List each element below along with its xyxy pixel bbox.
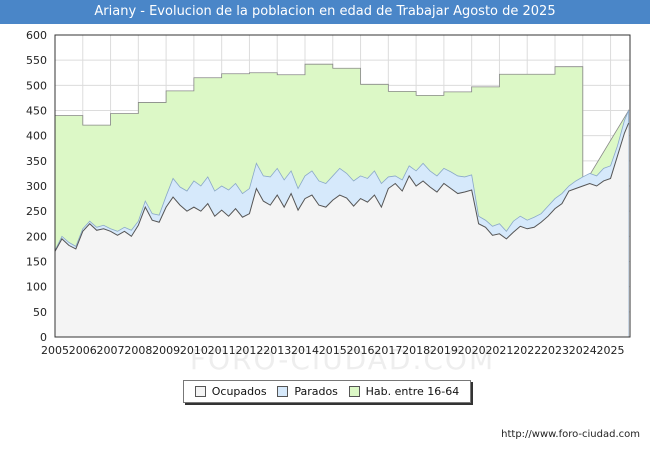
y-tick-0: 0	[40, 331, 47, 344]
legend-label-hab: Hab. entre 16-64	[365, 385, 460, 398]
x-tick-2022: 2022	[513, 344, 541, 357]
legend-item-ocupados: Ocupados	[194, 385, 267, 398]
legend-item-hab: Hab. entre 16-64	[348, 385, 460, 398]
y-tick-600: 600	[26, 29, 47, 42]
y-tick-300: 300	[26, 180, 47, 193]
x-tick-2021: 2021	[485, 344, 513, 357]
legend-swatch-ocupados	[194, 386, 206, 397]
x-tick-2010: 2010	[180, 344, 208, 357]
legend-swatch-hab	[348, 386, 360, 397]
x-tick-2024: 2024	[569, 344, 597, 357]
x-tick-2011: 2011	[208, 344, 236, 357]
x-tick-2014: 2014	[291, 344, 319, 357]
chart-title: Ariany - Evolucion de la poblacion en ed…	[0, 0, 650, 24]
x-tick-2009: 2009	[152, 344, 180, 357]
legend-label-ocupados: Ocupados	[211, 385, 267, 398]
series-ocupados-area	[55, 123, 629, 337]
x-tick-2020: 2020	[458, 344, 486, 357]
x-tick-2023: 2023	[541, 344, 569, 357]
x-tick-2015: 2015	[319, 344, 347, 357]
x-axis: 2005 2006 2007 2008 2009 2010 2011 2012 2013 2014…	[41, 344, 625, 357]
y-tick-400: 400	[26, 130, 47, 143]
y-tick-50: 50	[33, 306, 47, 319]
x-tick-2025: 2025	[597, 344, 625, 357]
watermark: FORO-CIUDAD.COM	[190, 343, 495, 376]
x-tick-2012: 2012	[235, 344, 263, 357]
y-tick-250: 250	[26, 205, 47, 218]
y-tick-100: 100	[26, 281, 47, 294]
plot-frame	[54, 34, 631, 338]
x-tick-2006: 2006	[69, 344, 97, 357]
y-axis: 0 50 100 150 200 250 300 350 400 450 500 550 600	[26, 29, 47, 344]
x-tick-2017: 2017	[374, 344, 402, 357]
y-tick-200: 200	[26, 230, 47, 243]
series-ocupados-line	[54, 122, 630, 252]
legend-item-parados: Parados	[277, 385, 338, 398]
y-tick-150: 150	[26, 256, 47, 269]
x-tick-2013: 2013	[263, 344, 291, 357]
legend-label-parados: Parados	[294, 385, 338, 398]
y-tick-350: 350	[26, 155, 47, 168]
y-tick-550: 550	[26, 54, 47, 67]
source-credit: http://www.foro-ciudad.com	[501, 429, 640, 440]
y-tick-500: 500	[26, 79, 47, 92]
legend: Ocupados Parados Hab. entre 16-64	[183, 380, 471, 403]
x-tick-2008: 2008	[124, 344, 152, 357]
x-tick-2005: 2005	[41, 344, 69, 357]
x-tick-2016: 2016	[347, 344, 375, 357]
chart-canvas: FORO-CIUDAD.COM 0 50 100 150 200 250 300 350 400…	[26, 29, 631, 376]
data-areas	[54, 63, 630, 338]
x-tick-2019: 2019	[430, 344, 458, 357]
y-tick-450: 450	[26, 105, 47, 118]
x-tick-2007: 2007	[97, 344, 125, 357]
legend-swatch-parados	[277, 386, 289, 397]
x-tick-2018: 2018	[402, 344, 430, 357]
